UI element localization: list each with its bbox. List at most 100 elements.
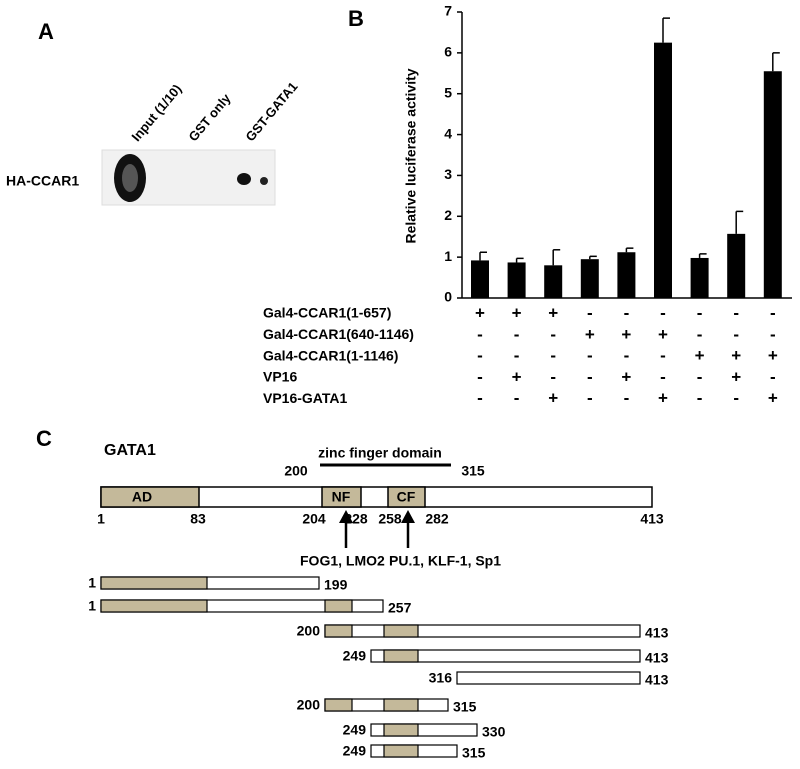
- condition-sign: -: [770, 325, 776, 344]
- fragment-domain: [383, 649, 419, 663]
- position: 413: [640, 511, 664, 527]
- condition-sign: -: [550, 325, 556, 344]
- fragment-domain: [383, 624, 419, 638]
- condition-sign: -: [550, 367, 556, 386]
- condition-label: Gal4-CCAR1(1-657): [263, 305, 391, 321]
- y-axis-label: Relative luciferase activity: [403, 68, 419, 243]
- condition-sign: +: [512, 367, 522, 386]
- fragment-end: 315: [453, 699, 477, 715]
- condition-sign: -: [624, 346, 630, 365]
- bar: [690, 257, 709, 298]
- bar: [654, 42, 672, 299]
- fragment-domain: [383, 698, 419, 712]
- condition-sign: +: [695, 346, 705, 365]
- condition-label: Gal4-CCAR1(640-1146): [263, 326, 414, 342]
- y-tick-label: 1: [444, 248, 452, 264]
- position: 258: [378, 511, 402, 527]
- condition-sign: -: [660, 303, 666, 322]
- lane-label: Input (1/10): [128, 81, 184, 144]
- panel-label: A: [38, 19, 54, 44]
- bar-chart: 0 1 2 3 4 5 6 7 Gal4-CCAR1(1-657) + + + - - - - - - Gal4-C…: [263, 3, 792, 408]
- fragment-end: 413: [645, 625, 669, 641]
- condition-sign: -: [514, 325, 520, 344]
- y-tick-label: 7: [444, 3, 452, 19]
- condition-sign: -: [587, 346, 593, 365]
- lane-label: GST only: [185, 90, 234, 144]
- domain-label: CF: [397, 489, 416, 505]
- condition-sign: -: [587, 389, 593, 408]
- condition-sign: -: [477, 325, 483, 344]
- fragment-start: 1: [88, 598, 96, 614]
- panel-label: C: [36, 426, 52, 451]
- bar: [580, 259, 599, 298]
- condition-sign: +: [475, 303, 485, 322]
- fragment-end: 257: [388, 600, 412, 616]
- position: 204: [302, 511, 326, 527]
- partners: FOG1, LMO2: [300, 553, 385, 569]
- fragment-domain: [383, 723, 419, 737]
- fragment-domain: [383, 744, 419, 758]
- protein-name: GATA1: [104, 442, 156, 459]
- condition-sign: -: [587, 367, 593, 386]
- condition-sign: -: [477, 389, 483, 408]
- condition-sign: +: [585, 325, 595, 344]
- condition-sign: -: [477, 367, 483, 386]
- condition-sign: -: [624, 303, 630, 322]
- condition-label: Gal4-CCAR1(1-1146): [263, 347, 398, 363]
- condition-sign: +: [621, 325, 631, 344]
- y-tick-label: 0: [444, 289, 452, 305]
- fragment-end: 413: [645, 672, 669, 688]
- condition-sign: +: [548, 303, 558, 322]
- fragments: 1 199 1 257 200 413 249 413 316 413 200 315 249 330 24…: [88, 575, 668, 761]
- condition-sign: -: [697, 367, 703, 386]
- bar: [544, 265, 563, 298]
- arrows: [339, 510, 415, 548]
- condition-sign: -: [660, 367, 666, 386]
- condition-sign: -: [624, 389, 630, 408]
- condition-sign: +: [621, 367, 631, 386]
- fragment: [324, 624, 641, 638]
- fragment-start: 1: [88, 575, 96, 591]
- fragment-start: 316: [429, 670, 453, 686]
- domain-label: NF: [332, 489, 351, 505]
- fragment: [456, 671, 641, 685]
- fragment-start: 249: [343, 743, 367, 759]
- fragment-start: 200: [297, 623, 321, 639]
- condition-sign: +: [512, 303, 522, 322]
- condition-sign: -: [660, 346, 666, 365]
- y-tick-label: 2: [444, 207, 452, 223]
- condition-sign: -: [550, 346, 556, 365]
- y-tick-label: 6: [444, 44, 452, 60]
- condition-sign: +: [658, 325, 668, 344]
- condition-label: VP16: [263, 369, 297, 385]
- fragment-domain: [324, 599, 353, 613]
- condition-sign: +: [658, 389, 668, 408]
- condition-sign: -: [514, 346, 520, 365]
- panel-label: B: [348, 6, 364, 31]
- row-label: HA-CCAR1: [6, 173, 79, 189]
- fragment-start: 249: [343, 722, 367, 738]
- fragment-start: 200: [297, 697, 321, 713]
- fragment-domain: [324, 698, 353, 712]
- position: 1: [97, 511, 105, 527]
- fragment-end: 413: [645, 650, 669, 666]
- condition-sign: +: [548, 389, 558, 408]
- condition-label: VP16-GATA1: [263, 390, 347, 406]
- condition-sign: +: [768, 346, 778, 365]
- position: 83: [190, 511, 206, 527]
- condition-sign: -: [514, 389, 520, 408]
- condition-sign: +: [768, 389, 778, 408]
- domain-label: AD: [132, 489, 152, 505]
- condition-sign: -: [697, 303, 703, 322]
- bar: [727, 233, 746, 298]
- bar: [471, 260, 489, 298]
- bar: [617, 252, 636, 298]
- zf-end: 315: [461, 463, 485, 479]
- condition-sign: -: [733, 325, 739, 344]
- fragment-start: 249: [343, 648, 367, 664]
- position: 282: [425, 511, 449, 527]
- lane-label: GST-GATA1: [242, 79, 300, 144]
- condition-sign: -: [770, 367, 776, 386]
- y-tick-label: 4: [444, 125, 452, 141]
